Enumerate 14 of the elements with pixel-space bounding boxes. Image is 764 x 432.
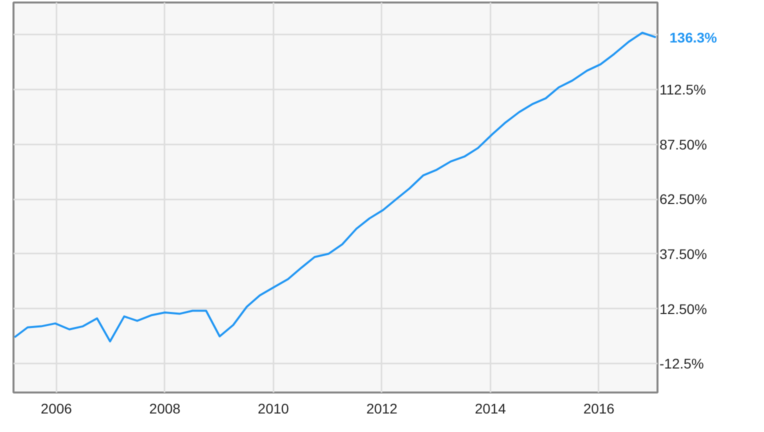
y-tick-label: 112.5% — [660, 82, 706, 98]
x-tick-label: 2008 — [149, 400, 181, 416]
y-tick-label: 62.50% — [660, 191, 707, 208]
x-tick-label: 2006 — [40, 400, 72, 416]
x-tick-label: 2012 — [366, 400, 398, 416]
y-tick-label: 87.50% — [660, 136, 707, 152]
y-tick-label: -12.5% — [660, 356, 704, 372]
x-tick-label: 2016 — [583, 400, 615, 416]
data-label: 136.3% — [670, 29, 718, 46]
line-series — [14, 32, 657, 342]
y-tick-label: 37.50% — [660, 246, 707, 262]
x-tick-label: 2010 — [258, 400, 290, 416]
y-tick-label: 12.50% — [660, 300, 707, 317]
x-tick-label: 2014 — [474, 400, 506, 416]
